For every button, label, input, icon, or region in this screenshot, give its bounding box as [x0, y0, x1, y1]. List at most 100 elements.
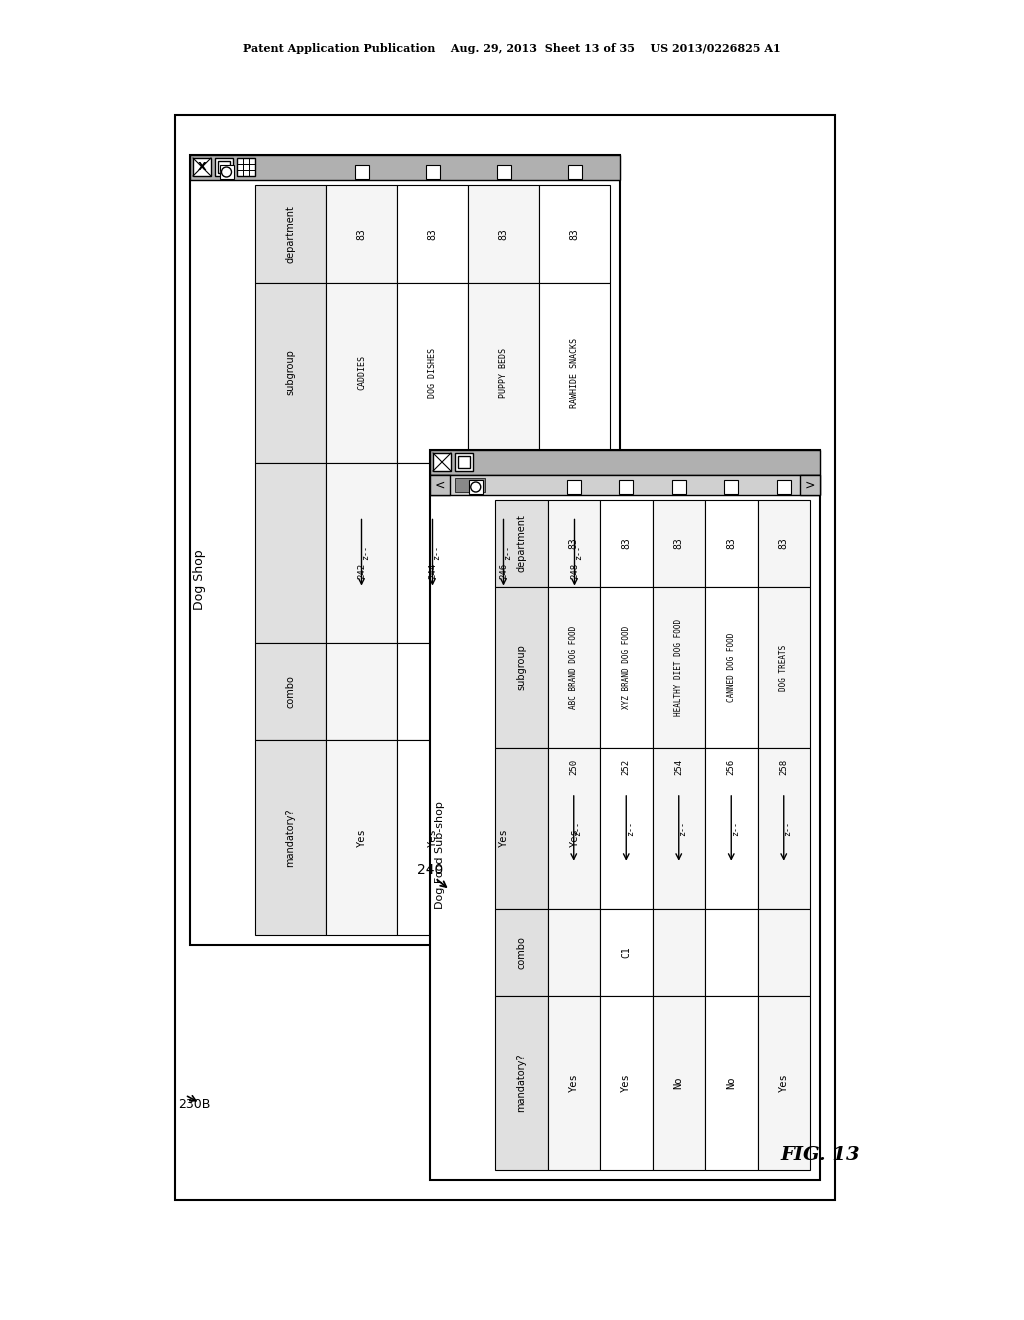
Bar [455, 478, 485, 492]
Text: 250: 250 [569, 759, 579, 775]
Text: 83: 83 [726, 537, 736, 549]
Text: 242: 242 [357, 562, 366, 578]
Text: 83: 83 [568, 537, 579, 549]
Bar [672, 480, 686, 494]
Bar [620, 480, 633, 494]
Text: XYZ BRAND DOG FOOD: XYZ BRAND DOG FOOD [622, 626, 631, 709]
Bar [326, 282, 397, 462]
Text: Yes: Yes [569, 828, 580, 847]
Bar [548, 500, 600, 587]
Text: FIG. 13: FIG. 13 [780, 1146, 860, 1164]
Text: 83: 83 [622, 537, 631, 549]
Bar [255, 185, 326, 282]
Bar [800, 475, 820, 495]
Bar [495, 748, 548, 908]
Bar [326, 643, 397, 741]
Bar [548, 587, 600, 748]
Text: Yes: Yes [778, 1073, 788, 1092]
Bar [539, 282, 610, 462]
Bar [495, 587, 548, 748]
Bar [219, 165, 233, 180]
Bar [455, 453, 473, 471]
Text: 244: 244 [428, 562, 437, 578]
Text: subgroup: subgroup [516, 644, 526, 690]
Bar [430, 450, 820, 475]
Text: Yes: Yes [427, 828, 437, 847]
Bar [652, 748, 705, 908]
Bar [758, 587, 810, 748]
Bar [497, 165, 511, 180]
Text: <: < [435, 479, 445, 491]
Bar [777, 480, 791, 494]
Bar [255, 282, 326, 462]
Bar [600, 908, 652, 995]
Bar [758, 908, 810, 995]
Text: z--: z-- [731, 821, 739, 836]
Bar [652, 995, 705, 1170]
Bar [468, 185, 539, 282]
Bar [397, 185, 468, 282]
Bar [539, 185, 610, 282]
Text: 83: 83 [499, 228, 509, 240]
Text: 246: 246 [499, 562, 508, 578]
Bar [430, 475, 820, 495]
Bar [354, 165, 369, 180]
Text: 83: 83 [356, 228, 367, 240]
Text: mandatory?: mandatory? [286, 808, 296, 867]
Text: Yes: Yes [356, 828, 367, 847]
Circle shape [471, 482, 480, 492]
Bar [495, 995, 548, 1170]
Bar [652, 587, 705, 748]
Bar [397, 643, 468, 741]
Text: department: department [286, 205, 296, 263]
Text: No: No [726, 1077, 736, 1089]
Text: z--: z-- [783, 821, 793, 836]
Bar [566, 480, 581, 494]
Bar [218, 161, 230, 173]
Text: PUPPY BEDS: PUPPY BEDS [499, 347, 508, 397]
Text: CADDIES: CADDIES [357, 355, 366, 389]
Bar [548, 995, 600, 1170]
Bar [548, 908, 600, 995]
Bar [539, 643, 610, 741]
Bar [326, 462, 397, 643]
Bar [193, 158, 211, 176]
Bar [705, 587, 758, 748]
Bar [705, 908, 758, 995]
Bar [397, 741, 468, 935]
Text: CANNED DOG FOOD: CANNED DOG FOOD [727, 632, 736, 702]
Text: z--: z-- [574, 545, 583, 560]
Text: C1: C1 [622, 946, 631, 958]
Bar [652, 908, 705, 995]
Text: Yes: Yes [499, 828, 509, 847]
Text: 252: 252 [622, 759, 631, 775]
Bar [237, 158, 255, 176]
Bar [495, 500, 548, 587]
Text: Dog Shop: Dog Shop [194, 549, 207, 610]
Bar [215, 158, 233, 176]
Bar [705, 500, 758, 587]
Bar [758, 995, 810, 1170]
Bar [255, 741, 326, 935]
Text: z--: z-- [678, 821, 687, 836]
Text: 83: 83 [674, 537, 684, 549]
Text: combo: combo [286, 675, 296, 708]
Bar [652, 500, 705, 587]
Bar [458, 455, 470, 469]
Text: No: No [674, 1077, 684, 1089]
Bar [705, 995, 758, 1170]
Text: z--: z-- [432, 545, 441, 560]
Bar [433, 453, 451, 471]
Bar [397, 282, 468, 462]
Text: >: > [805, 479, 815, 491]
Text: 230B: 230B [178, 1098, 210, 1111]
Bar [468, 741, 539, 935]
Text: combo: combo [516, 936, 526, 969]
Text: 240: 240 [417, 863, 443, 876]
Text: z--: z-- [573, 821, 583, 836]
Bar [430, 475, 450, 495]
Bar [326, 741, 397, 935]
Bar [600, 748, 652, 908]
Text: Yes: Yes [622, 1073, 631, 1092]
Bar [190, 154, 620, 180]
